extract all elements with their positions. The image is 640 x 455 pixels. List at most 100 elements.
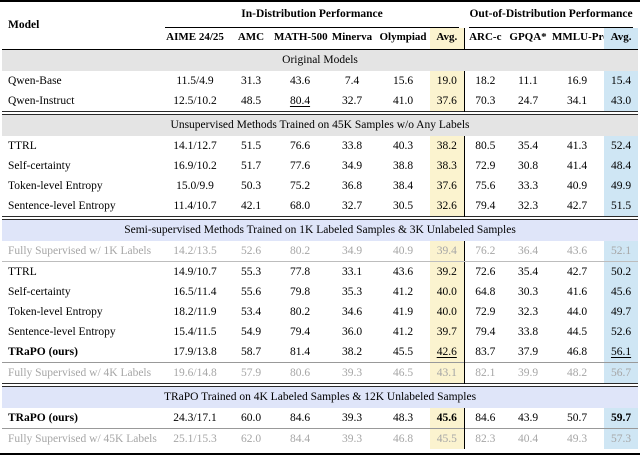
metric-cell: 39.4 xyxy=(430,241,465,262)
metric-cell: 40.0 xyxy=(430,302,465,322)
section-title: Original Models xyxy=(2,49,639,71)
column-header-avg-ood: Avg. xyxy=(604,28,639,50)
metric-cell: 46.5 xyxy=(376,362,430,384)
metric-cell: 60.0 xyxy=(240,411,262,424)
metric-cell: 46.8 xyxy=(376,428,430,449)
metric-cell: 41.2 xyxy=(392,325,414,338)
metric-cell: 43.9 xyxy=(517,411,539,424)
metric-cell: 50.2 xyxy=(604,261,639,282)
column-header-minerva: Minerva xyxy=(328,28,376,50)
metric-cell: 82.1 xyxy=(464,362,507,384)
metric-cell: 51.7 xyxy=(240,159,262,172)
metric-cell: 32.7 xyxy=(341,94,363,107)
metric-cell: 36.8 xyxy=(341,179,363,192)
metric-cell: 84.6 xyxy=(289,411,311,424)
metric-cell: 76.6 xyxy=(289,139,311,152)
metric-cell: 16.5/11.4 xyxy=(173,285,217,298)
metric-cell: 54.9 xyxy=(240,325,262,338)
metric-cell: 81.4 xyxy=(289,345,311,358)
section-title: Unsupervised Methods Trained on 45K Samp… xyxy=(2,114,639,136)
metric-cell: 39.9 xyxy=(506,362,551,384)
metric-cell: 38.2 xyxy=(341,345,363,358)
metric-cell: 44.5 xyxy=(566,325,588,338)
metric-cell: 80.2 xyxy=(272,241,328,262)
metric-cell: 43.1 xyxy=(430,362,465,384)
metric-cell: 80.2 xyxy=(289,305,311,318)
metric-cell: 30.8 xyxy=(517,159,539,172)
metric-cell: 42.6 xyxy=(430,342,465,363)
model-name: Sentence-level Entropy xyxy=(8,199,116,212)
metric-cell: 33.8 xyxy=(341,139,363,152)
table-row: TRaPO (ours) 17.9/13.8 58.7 81.4 38.2 45.5 42.… xyxy=(2,342,639,363)
model-name: Fully Supervised w/ 45K Labels xyxy=(2,428,160,449)
model-name: TTRL xyxy=(8,139,37,152)
metric-cell: 40.4 xyxy=(506,428,551,449)
table-row: Fully Supervised w/ 4K Labels 19.6/14.8 57… xyxy=(2,362,639,384)
model-name: Qwen-Instruct xyxy=(8,94,75,107)
column-header-avg-in-dist: Avg. xyxy=(430,28,465,50)
table-body: Original Models Qwen-Base 11.5/4.9 31.3 43.6… xyxy=(2,49,639,449)
metric-cell: 37.6 xyxy=(430,176,465,196)
model-name: Token-level Entropy xyxy=(8,179,103,192)
table-row: Sentence-level Entropy 15.4/11.5 54.9 79.4 3… xyxy=(2,322,639,342)
metric-cell: 41.2 xyxy=(392,285,414,298)
metric-cell: 7.4 xyxy=(344,74,360,87)
metric-cell: 40.9 xyxy=(566,179,588,192)
metric-cell: 19.6/14.8 xyxy=(160,362,230,384)
metric-cell: 55.3 xyxy=(240,265,262,278)
model-name: Sentence-level Entropy xyxy=(8,325,116,338)
model-name: Fully Supervised w/ 4K Labels xyxy=(2,362,160,384)
column-header-aime: AIME 24/25 xyxy=(160,28,230,50)
table-row: Qwen-Base 11.5/4.9 31.3 43.6 7.4 15.6 19.0 18.2… xyxy=(2,71,639,91)
metric-cell: 45.6 xyxy=(604,282,639,302)
metric-cell: 40.3 xyxy=(392,139,414,152)
metric-cell: 52.1 xyxy=(604,241,639,262)
section-separator xyxy=(2,216,639,220)
metric-cell: 46.8 xyxy=(566,345,588,358)
metric-cell: 72.9 xyxy=(475,305,496,318)
column-header-olympiad: Olympiad xyxy=(376,28,430,50)
metric-cell: 50.3 xyxy=(240,179,262,192)
metric-cell: 42.7 xyxy=(566,199,588,212)
metric-cell: 37.9 xyxy=(517,345,539,358)
model-name: Qwen-Base xyxy=(8,74,62,87)
metric-cell: 82.3 xyxy=(464,428,507,449)
table-row: TTRL 14.1/12.7 51.5 76.6 33.8 40.3 38.2 80.5 35.… xyxy=(2,136,639,156)
table-row: TTRL 14.9/10.7 55.3 77.8 33.1 43.6 39.2 72.6 35.… xyxy=(2,261,639,282)
model-name: TRaPO (ours) xyxy=(8,345,78,358)
table-row: Fully Supervised w/ 1K Labels 14.2/13.5 52… xyxy=(2,241,639,262)
table-row: Token-level Entropy 18.2/11.9 53.4 80.2 34.6… xyxy=(2,302,639,322)
metric-cell: 79.8 xyxy=(289,285,311,298)
metric-cell: 72.6 xyxy=(475,265,496,278)
metric-cell: 18.2/11.9 xyxy=(173,305,217,318)
metric-cell: 40.9 xyxy=(376,241,430,262)
metric-cell: 80.4 xyxy=(289,94,311,107)
section-header-row: Unsupervised Methods Trained on 45K Samp… xyxy=(2,114,639,136)
metric-cell: 33.3 xyxy=(517,179,539,192)
metric-cell: 15.6 xyxy=(392,74,414,87)
metric-cell: 45.6 xyxy=(430,408,465,429)
metric-cell: 39.3 xyxy=(341,411,363,424)
metric-cell: 35.4 xyxy=(517,265,539,278)
metric-cell: 72.9 xyxy=(475,159,496,172)
column-header-math500: MATH-500 xyxy=(272,28,328,50)
metric-cell: 41.4 xyxy=(566,159,588,172)
metric-cell: 24.7 xyxy=(517,94,539,107)
table-row: Self-certainty 16.5/11.4 55.6 79.8 35.3 41.2 4… xyxy=(2,282,639,302)
metric-cell: 11.1 xyxy=(518,74,538,87)
metric-cell: 50.7 xyxy=(566,411,588,424)
metric-cell: 34.1 xyxy=(566,94,588,107)
metric-cell: 43.6 xyxy=(289,74,311,87)
metric-cell: 35.4 xyxy=(517,139,539,152)
metric-cell: 39.3 xyxy=(328,362,376,384)
metric-cell: 15.4/11.5 xyxy=(173,325,217,338)
metric-cell: 75.2 xyxy=(289,179,311,192)
model-name: Token-level Entropy xyxy=(8,305,103,318)
table-row: Sentence-level Entropy 11.4/10.7 42.1 68.0 3… xyxy=(2,196,639,217)
metric-cell: 30.5 xyxy=(392,199,414,212)
column-header-arc-c: ARC-c xyxy=(464,28,507,50)
metric-cell: 33.8 xyxy=(517,325,539,338)
metric-cell: 76.2 xyxy=(464,241,507,262)
metric-cell: 41.3 xyxy=(566,139,588,152)
metric-cell: 49.3 xyxy=(550,428,605,449)
